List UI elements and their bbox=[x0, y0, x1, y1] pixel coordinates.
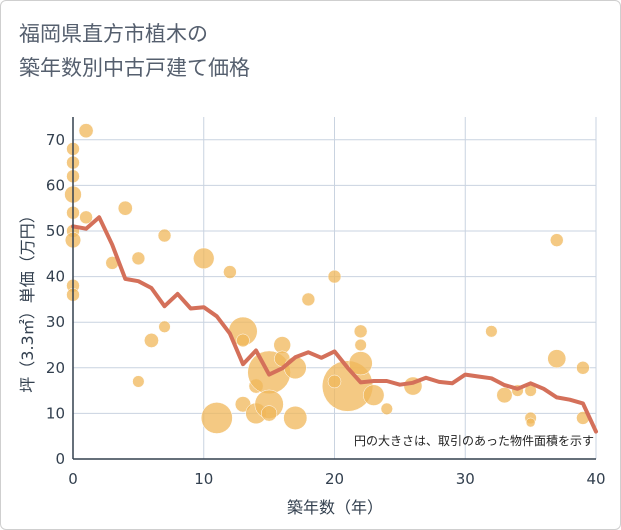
bubble-point bbox=[354, 338, 367, 352]
y-tick-label: 70 bbox=[46, 131, 65, 149]
trend-line bbox=[71, 215, 598, 434]
bubble-point bbox=[363, 384, 385, 406]
bubble-size-note: 円の大きさは、取引のあった物件面積を示す bbox=[354, 433, 594, 448]
x-tick-label: 10 bbox=[194, 470, 213, 488]
tick-labels: 0 10 20 30 40 50 60 70 0 10 20 30 40 bbox=[46, 131, 606, 488]
bubble-point bbox=[327, 269, 342, 284]
bubble-point bbox=[144, 333, 159, 348]
bubble-point bbox=[301, 292, 316, 307]
y-tick-label: 50 bbox=[46, 222, 65, 240]
x-axis-label: 築年数（年） bbox=[287, 498, 383, 517]
bubble-point bbox=[78, 123, 94, 139]
bubbles bbox=[64, 123, 590, 434]
bubble-point bbox=[485, 325, 498, 338]
y-tick-label: 0 bbox=[55, 450, 65, 468]
x-tick-label: 0 bbox=[68, 470, 78, 488]
trend-line-group bbox=[71, 215, 598, 434]
bubble-point bbox=[200, 402, 233, 434]
bubble-point bbox=[283, 356, 307, 380]
bubble-point bbox=[496, 387, 513, 404]
bubble-point bbox=[132, 375, 145, 388]
title-line-2: 築年数別中古戸建て価格 bbox=[19, 56, 250, 80]
bubble-point bbox=[261, 405, 278, 422]
y-tick-label: 20 bbox=[46, 359, 65, 377]
bubble-point bbox=[158, 320, 171, 333]
y-tick-label: 30 bbox=[46, 313, 65, 331]
title-line-1: 福岡県直方市植木の bbox=[19, 22, 208, 46]
bubble-point bbox=[327, 374, 342, 389]
bubble-point bbox=[353, 324, 368, 339]
bubble-point bbox=[380, 402, 393, 415]
bubble-point bbox=[547, 349, 567, 369]
bubble-point bbox=[223, 265, 237, 279]
y-tick-label: 40 bbox=[46, 268, 65, 286]
bubble-point bbox=[79, 210, 93, 225]
bubble-point bbox=[283, 406, 308, 430]
bubble-point bbox=[131, 251, 146, 266]
x-tick-label: 40 bbox=[586, 470, 605, 488]
y-axis-label: 坪（3.3㎡）単価（万円） bbox=[18, 207, 37, 392]
bubble-point bbox=[193, 247, 215, 270]
bubble-point bbox=[348, 351, 373, 376]
x-tick-label: 20 bbox=[325, 470, 344, 488]
bubble-point bbox=[117, 200, 133, 216]
axes bbox=[72, 117, 596, 460]
y-tick-label: 60 bbox=[46, 176, 65, 194]
x-tick-label: 30 bbox=[456, 470, 475, 488]
chart-title: 福岡県直方市植木の 築年数別中古戸建て価格 bbox=[19, 17, 579, 85]
bubble-point bbox=[525, 417, 536, 428]
bubble-point bbox=[236, 333, 250, 348]
y-tick-label: 10 bbox=[46, 404, 65, 422]
bubble-point bbox=[550, 233, 564, 247]
bubble-point bbox=[157, 228, 172, 243]
bubble-point bbox=[576, 361, 590, 375]
